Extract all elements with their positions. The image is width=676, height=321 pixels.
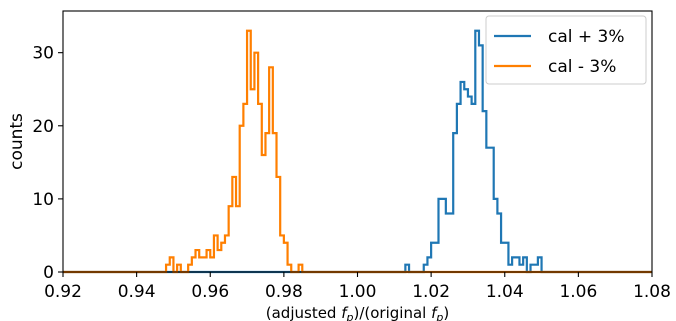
legend-label-1: cal + 3% xyxy=(548,27,625,47)
x-tick-label: 1.02 xyxy=(412,282,450,302)
y-tick-label: 20 xyxy=(32,117,54,137)
y-tick-label: 0 xyxy=(43,263,54,283)
x-tick-label: 0.94 xyxy=(118,282,156,302)
y-axis-label: counts xyxy=(7,113,27,170)
legend: cal + 3% cal - 3% xyxy=(485,15,647,85)
y-tick-label: 30 xyxy=(32,44,54,64)
x-tick-label: 1.04 xyxy=(486,282,524,302)
series-line-2 xyxy=(63,29,652,274)
x-tick-label: 0.92 xyxy=(44,282,82,302)
series-line-1 xyxy=(63,29,652,274)
x-axis-ticks: 0.92 0.94 0.96 0.98 1.00 1.02 1.04 1.06 1.08 xyxy=(44,272,671,302)
x-axis-label: (adjusted fp)/(original fp) xyxy=(266,304,449,321)
y-tick-label: 10 xyxy=(32,190,54,210)
x-tick-label: 0.98 xyxy=(265,282,303,302)
x-tick-label: 1.08 xyxy=(633,282,671,302)
y-axis-ticks: 0 10 20 30 xyxy=(32,44,63,283)
x-tick-label: 1.06 xyxy=(559,282,597,302)
series-layer xyxy=(63,29,652,274)
x-tick-label: 1.00 xyxy=(339,282,377,302)
x-tick-label: 0.96 xyxy=(191,282,229,302)
legend-label-2: cal - 3% xyxy=(548,57,616,77)
